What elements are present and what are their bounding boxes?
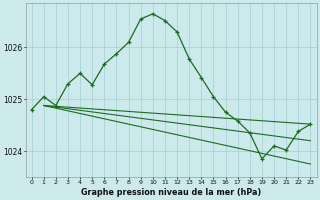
X-axis label: Graphe pression niveau de la mer (hPa): Graphe pression niveau de la mer (hPa) <box>81 188 261 197</box>
